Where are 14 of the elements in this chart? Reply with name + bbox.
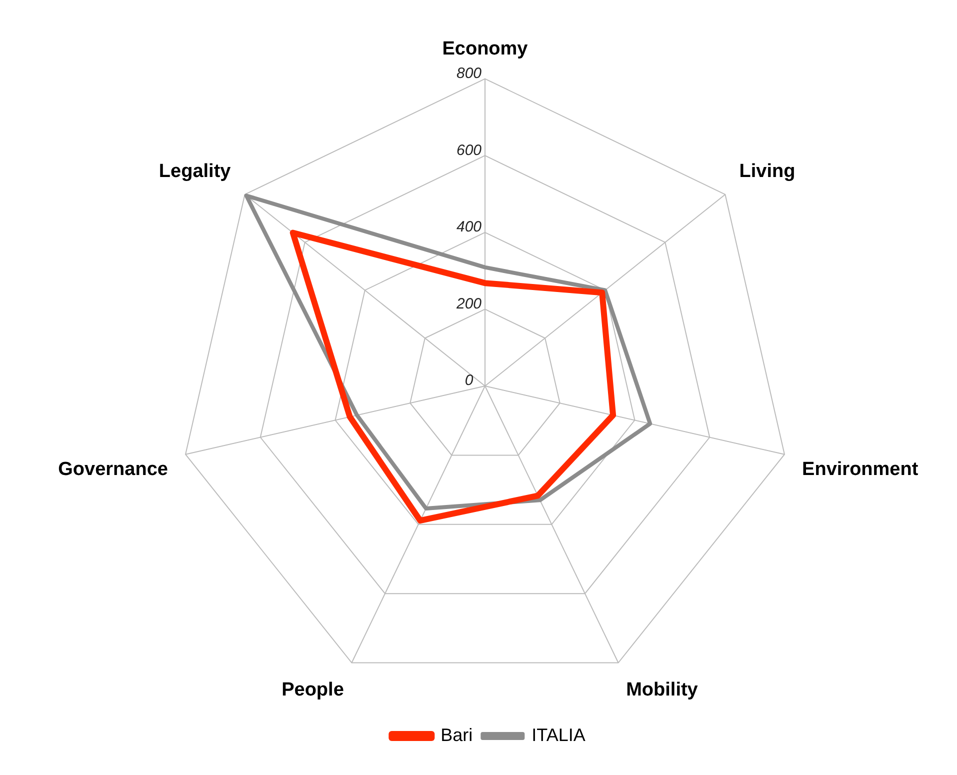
spoke-label: Governance	[58, 459, 168, 480]
spoke-label: Mobility	[626, 680, 698, 701]
spoke-label: Legality	[158, 161, 232, 182]
y-tick-label: 0	[464, 372, 474, 390]
y-tick-label: 800	[456, 64, 482, 82]
spoke-label: People	[282, 680, 344, 701]
legend-label: ITALIA	[532, 724, 586, 745]
spoke-label: Living	[739, 161, 796, 182]
y-tick-label: 200	[455, 295, 482, 312]
spoke-label: Economy	[442, 38, 528, 60]
y-tick-label: 600	[456, 142, 482, 159]
legend-label: Bari	[440, 724, 473, 745]
spoke-label: Environment	[802, 459, 919, 480]
y-tick-label: 400	[456, 218, 482, 236]
